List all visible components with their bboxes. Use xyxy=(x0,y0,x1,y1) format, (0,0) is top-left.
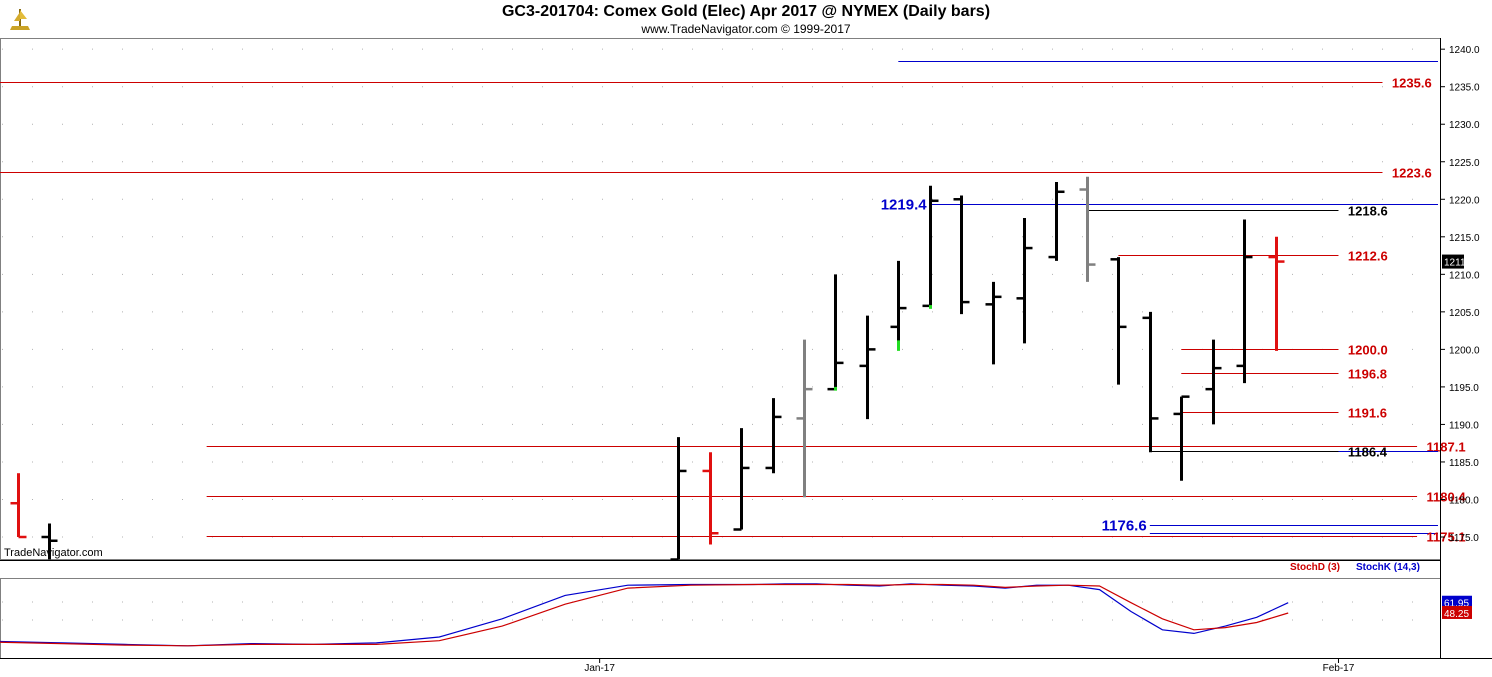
level-label: 1191.6 xyxy=(1348,406,1387,421)
y-tick-label: 1205.0 xyxy=(1449,308,1480,319)
ohlc-bar xyxy=(1236,219,1253,384)
ohlc-bar xyxy=(890,260,907,350)
ohlc-bar xyxy=(985,281,1002,365)
stoch-value-tag xyxy=(1442,605,1472,619)
chart-title: GC3-201704: Comex Gold (Elec) Apr 2017 @… xyxy=(501,3,991,20)
level-label: 1175.1 xyxy=(1427,530,1466,545)
level-label: 1212.6 xyxy=(1348,249,1388,264)
ohlc-bar xyxy=(1016,218,1033,344)
stoch-value-label: 61.95 xyxy=(1444,599,1469,610)
level-label: 1187.1 xyxy=(1427,440,1466,455)
watermark: TradeNavigator.com xyxy=(4,547,103,559)
legend-stochd: StochD (3) xyxy=(1290,562,1340,573)
y-tick-label: 1180.0 xyxy=(1449,495,1479,506)
ohlc-bar xyxy=(859,315,876,420)
y-tick-label: 1190.0 xyxy=(1449,420,1479,431)
grid xyxy=(2,48,1438,621)
price-panel-frame xyxy=(0,38,1441,560)
y-tick-label: 1230.0 xyxy=(1449,120,1480,131)
ohlc-bar xyxy=(1048,182,1065,261)
level-label: 1218.6 xyxy=(1348,204,1388,219)
level-label: 1176.6 xyxy=(1102,518,1147,535)
ohlc-bar xyxy=(1205,339,1222,425)
stochastic-panel-frame xyxy=(0,578,1441,659)
ohlc-bar xyxy=(953,195,970,315)
legend-stochk: StochK (14,3) xyxy=(1356,562,1420,573)
y-tick-label: 1210.0 xyxy=(1449,270,1480,281)
level-label: 1180.4 xyxy=(1427,490,1467,505)
y-tick-label: 1175.0 xyxy=(1449,533,1479,544)
y-tick-label: 1220.0 xyxy=(1449,195,1480,206)
x-tick-label: Feb-17 xyxy=(1323,663,1355,674)
y-tick-label: 1235.0 xyxy=(1449,83,1480,94)
level-label: 1235.6 xyxy=(1392,76,1432,91)
level-label: 1200.0 xyxy=(1348,343,1388,358)
price-bars xyxy=(10,176,1285,561)
tradenavigator-logo-icon xyxy=(10,9,30,30)
level-label: 1219.4 xyxy=(881,197,928,214)
ohlc-bar xyxy=(1268,236,1285,351)
last-price-label: 1211.7 xyxy=(1444,258,1474,269)
level-label: 1186.4 xyxy=(1348,445,1388,460)
last-price-tag xyxy=(1442,254,1464,269)
ohlc-bar xyxy=(765,398,782,474)
ohlc-bar xyxy=(702,452,719,545)
ohlc-bar xyxy=(796,339,813,498)
ohlc-bar xyxy=(1173,395,1190,481)
y-tick-label: 1195.0 xyxy=(1449,383,1479,394)
stoch-series-line xyxy=(0,583,1289,647)
support-resistance-levels: 1238.41235.61223.61219.41218.61212.61200… xyxy=(0,61,1467,545)
level-label: 1196.8 xyxy=(1348,367,1387,382)
ohlc-bar xyxy=(10,473,27,539)
stoch-value-label: 48.25 xyxy=(1444,609,1469,620)
y-tick-label: 1200.0 xyxy=(1449,345,1480,356)
y-tick-label: 1185.0 xyxy=(1449,458,1479,469)
stoch-value-tag xyxy=(1442,595,1472,609)
stoch-series-line xyxy=(0,583,1289,647)
y-tick-label: 1225.0 xyxy=(1449,158,1480,169)
ohlc-bar xyxy=(1079,176,1096,282)
ohlc-bar xyxy=(41,523,58,560)
date-axis: Jan-17 Feb-17 xyxy=(584,659,1355,674)
ohlc-bar xyxy=(733,428,750,531)
y-tick-label: 1240.0 xyxy=(1449,45,1480,56)
chart-subtitle: www.TradeNavigator.com © 1999-2017 xyxy=(641,22,851,36)
level-label: 1223.6 xyxy=(1392,166,1432,181)
ohlc-bar xyxy=(1110,257,1127,385)
y-tick-label: 1215.0 xyxy=(1449,233,1480,244)
x-tick-label: Jan-17 xyxy=(584,663,615,674)
price-axis: 1175.0 1180.0 1185.0 1190.0 1195.0 1200.0 1205… xyxy=(1440,45,1480,544)
ohlc-bar xyxy=(1142,311,1159,453)
ohlc-bar xyxy=(827,274,844,391)
ohlc-bar xyxy=(670,437,687,561)
